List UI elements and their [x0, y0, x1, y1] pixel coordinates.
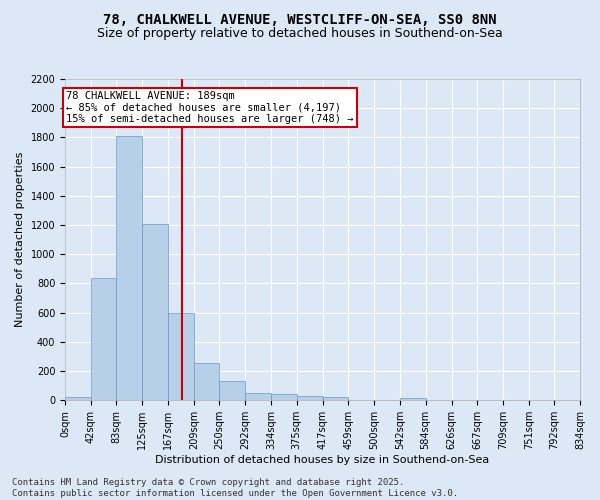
Bar	[323, 398, 349, 400]
Bar	[194, 363, 220, 401]
Bar	[91, 278, 116, 400]
Bar	[168, 312, 194, 400]
Text: Size of property relative to detached houses in Southend-on-Sea: Size of property relative to detached ho…	[97, 28, 503, 40]
Bar	[400, 398, 425, 400]
Text: 78 CHALKWELL AVENUE: 189sqm
← 85% of detached houses are smaller (4,197)
15% of : 78 CHALKWELL AVENUE: 189sqm ← 85% of det…	[66, 90, 354, 124]
Bar	[245, 393, 271, 400]
Bar	[142, 224, 168, 400]
X-axis label: Distribution of detached houses by size in Southend-on-Sea: Distribution of detached houses by size …	[155, 455, 490, 465]
Bar	[220, 382, 245, 400]
Bar	[65, 396, 91, 400]
Bar	[296, 396, 323, 400]
Y-axis label: Number of detached properties: Number of detached properties	[15, 152, 25, 328]
Text: 78, CHALKWELL AVENUE, WESTCLIFF-ON-SEA, SS0 8NN: 78, CHALKWELL AVENUE, WESTCLIFF-ON-SEA, …	[103, 12, 497, 26]
Text: Contains HM Land Registry data © Crown copyright and database right 2025.
Contai: Contains HM Land Registry data © Crown c…	[12, 478, 458, 498]
Bar	[271, 394, 296, 400]
Bar	[116, 136, 142, 400]
